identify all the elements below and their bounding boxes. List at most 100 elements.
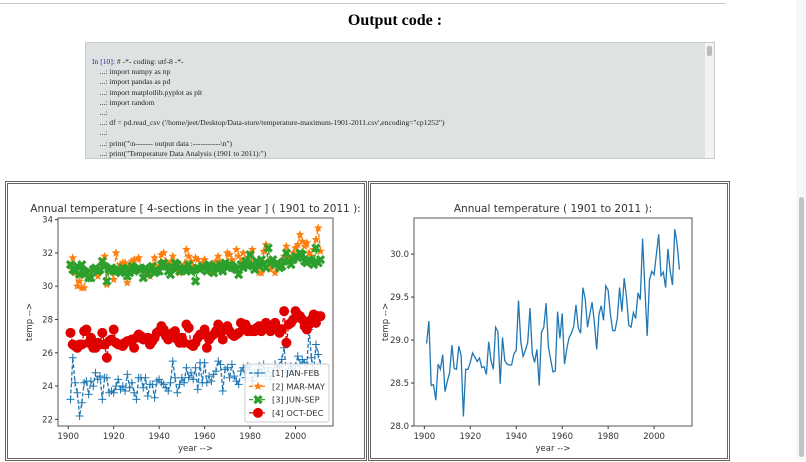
legend-label: [1] JAN-FEB (272, 368, 320, 378)
data-point (175, 380, 184, 389)
data-point (143, 269, 153, 280)
data-point (263, 243, 273, 253)
code-line: ...: print("\n------- output data :-----… (92, 139, 445, 149)
data-point (207, 377, 216, 386)
x-tick-label: 1940 (505, 432, 527, 442)
data-point (293, 352, 302, 361)
data-point (315, 311, 326, 322)
data-point (77, 259, 87, 270)
data-point (171, 373, 180, 382)
data-point (316, 246, 325, 255)
data-point (217, 334, 228, 345)
data-point (213, 251, 223, 260)
data-point (173, 388, 182, 397)
code-line: ...: import matplotlib.pyplot as plt (92, 88, 445, 98)
data-point (129, 342, 140, 353)
x-tick-label: 1940 (148, 432, 170, 442)
chart-frame-sections: Annual temperature [ 4-sections in the y… (5, 181, 367, 461)
data-point (102, 280, 112, 289)
data-point (277, 355, 286, 364)
data-point (143, 392, 152, 401)
data-point (166, 258, 175, 267)
x-tick-label: 1960 (551, 432, 573, 442)
data-point (71, 378, 80, 387)
data-point (165, 269, 176, 280)
data-point (315, 254, 326, 265)
code-scrollbar[interactable] (705, 43, 714, 158)
x-tick-label: 1900 (57, 432, 79, 442)
y-tick-label: 26 (42, 349, 53, 359)
x-tick-label: 2000 (643, 432, 665, 442)
x-tick-label: 1980 (597, 432, 619, 442)
data-point (73, 388, 82, 397)
data-point (225, 373, 234, 382)
code-line-text: ...: import pandas as pd (92, 77, 171, 87)
y-tick-label: 29.5 (390, 293, 409, 303)
data-point (193, 385, 202, 394)
code-prompt: In [10] (92, 57, 113, 66)
legend-label: [4] OCT-DEC (272, 408, 324, 418)
code-output-box[interactable]: In [10]: # -*- coding: utf-8 -*- ...: im… (85, 42, 715, 159)
page-scrollbar[interactable] (796, 0, 806, 460)
data-point (155, 375, 164, 384)
data-point (72, 281, 82, 290)
data-point (86, 377, 95, 386)
data-point (281, 337, 292, 348)
chart-sections: Annual temperature [ 4-sections in the y… (25, 203, 361, 454)
data-point (170, 326, 181, 337)
data-point (101, 352, 112, 363)
data-point (148, 380, 157, 389)
chart-frame-annual: Annual temperature ( 1901 to 2011 ): 1900… (368, 181, 730, 461)
chart-annual: Annual temperature ( 1901 to 2011 ): 1900… (381, 203, 693, 454)
data-point (97, 327, 108, 338)
legend-marker (253, 407, 263, 418)
data-point (86, 273, 96, 283)
code-text: In [10]: # -*- coding: utf-8 -*- ...: im… (92, 57, 445, 158)
data-point (98, 395, 107, 404)
data-point (66, 395, 75, 404)
data-point (121, 387, 130, 396)
data-point (282, 241, 291, 250)
page-scrollbar-thumb[interactable] (799, 197, 804, 457)
data-point (118, 382, 127, 391)
data-point (168, 357, 177, 366)
data-point (230, 372, 239, 381)
data-point (84, 273, 94, 283)
legend (244, 363, 330, 423)
data-point (150, 253, 159, 262)
data-point (91, 368, 100, 377)
x-tick-label: 1960 (194, 432, 216, 442)
data-point (157, 250, 166, 259)
data-point (191, 363, 200, 372)
code-line: ...: import numpy as np (92, 67, 445, 77)
data-point (164, 387, 173, 396)
y-tick-label: 28.5 (390, 379, 409, 389)
data-point (97, 256, 107, 266)
code-line: ...: (92, 128, 445, 138)
data-point (184, 251, 194, 260)
data-point (211, 367, 220, 376)
y-tick-label: 30.0 (390, 250, 409, 260)
x-axis-label: year --> (536, 444, 571, 454)
data-point (109, 388, 118, 397)
data-point (191, 253, 200, 262)
data-point (227, 360, 236, 369)
data-point (108, 324, 119, 335)
data-point (216, 360, 225, 369)
code-line: ...: df = pd.read_csv ('/home/jeet/Deskt… (92, 118, 445, 128)
data-point (159, 248, 169, 257)
data-point (65, 327, 76, 338)
data-point (96, 372, 105, 381)
plot-area (57, 217, 334, 427)
code-line-text: ...: (92, 108, 108, 118)
data-point (313, 223, 323, 232)
data-point (132, 395, 141, 404)
code-line-text: ...: import random (92, 97, 155, 107)
data-point (159, 380, 168, 389)
data-point (154, 266, 164, 276)
data-point (223, 363, 232, 372)
data-point (193, 255, 203, 264)
code-scrollbar-thumb[interactable] (707, 46, 712, 56)
data-point (79, 283, 89, 292)
series-line-annual (425, 229, 681, 417)
